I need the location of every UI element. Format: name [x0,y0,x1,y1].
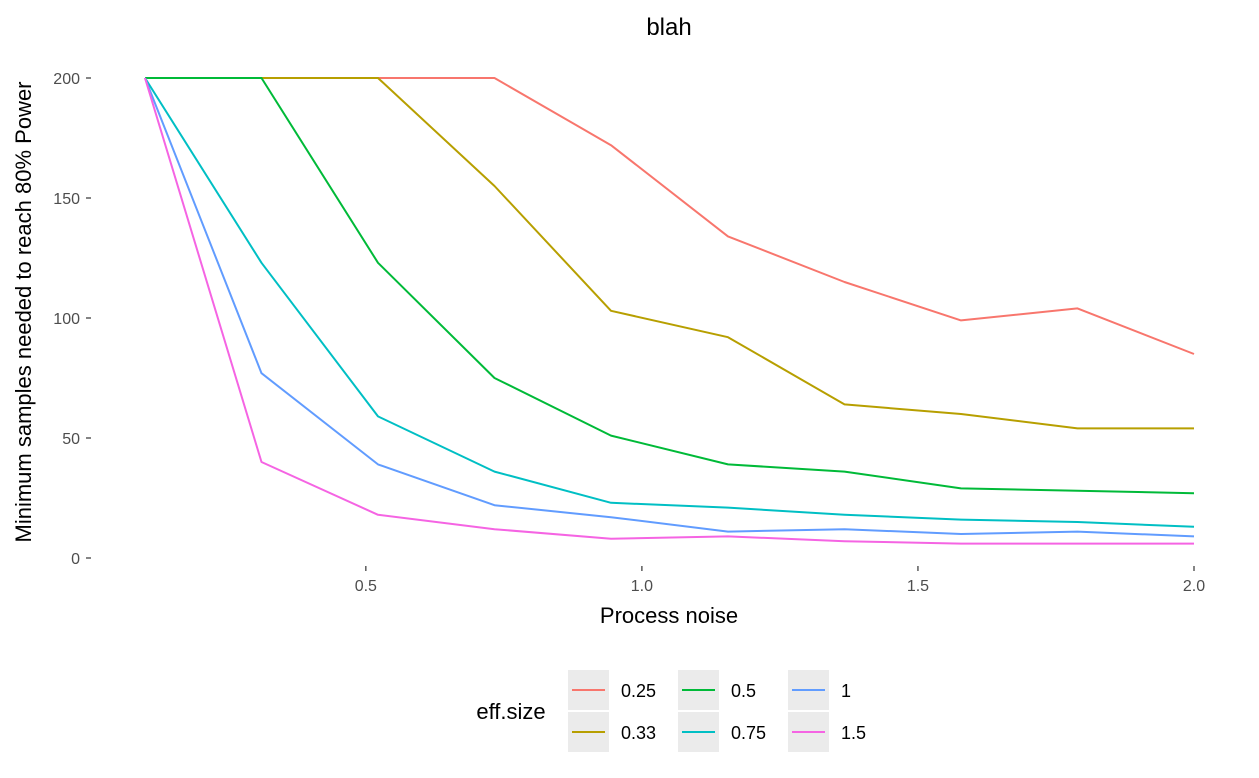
legend-label: 1.5 [841,723,866,743]
series-lines [144,77,1195,545]
legend: eff.size 0.25 0.33 0.5 0.75 1 1.5 [476,670,866,752]
y-tick-label: 50 [62,431,80,448]
y-tick-label: 150 [53,191,80,208]
legend-label: 0.75 [731,723,766,743]
x-axis: 0.5 1.0 1.5 2.0 [355,566,1205,595]
x-tick-label: 2.0 [1183,578,1205,595]
legend-label: 0.5 [731,681,756,701]
x-tick-label: 0.5 [355,578,377,595]
series-line-0-5 [145,77,1195,495]
y-tick-label: 0 [71,551,80,568]
legend-label: 1 [841,681,851,701]
y-axis: 0 50 100 150 200 [53,71,91,568]
y-tick-label: 100 [53,311,80,328]
series-line-0-75 [144,77,1195,528]
series-line-1 [144,77,1195,538]
y-axis-title: Minimum samples needed to reach 80% Powe… [11,81,36,542]
x-tick-label: 1.0 [631,578,653,595]
x-tick-label: 1.5 [907,578,929,595]
series-line-0-25 [145,77,1195,355]
chart-title: blah [646,14,691,41]
series-line-1-5 [144,77,1194,545]
y-tick-label: 200 [53,71,80,88]
legend-label: 0.25 [621,681,656,701]
legend-keys: 0.25 0.33 0.5 0.75 1 1.5 [568,670,866,752]
legend-title: eff.size [476,699,545,724]
x-axis-title: Process noise [600,603,738,628]
series-line-0-33 [145,77,1194,430]
legend-label: 0.33 [621,723,656,743]
